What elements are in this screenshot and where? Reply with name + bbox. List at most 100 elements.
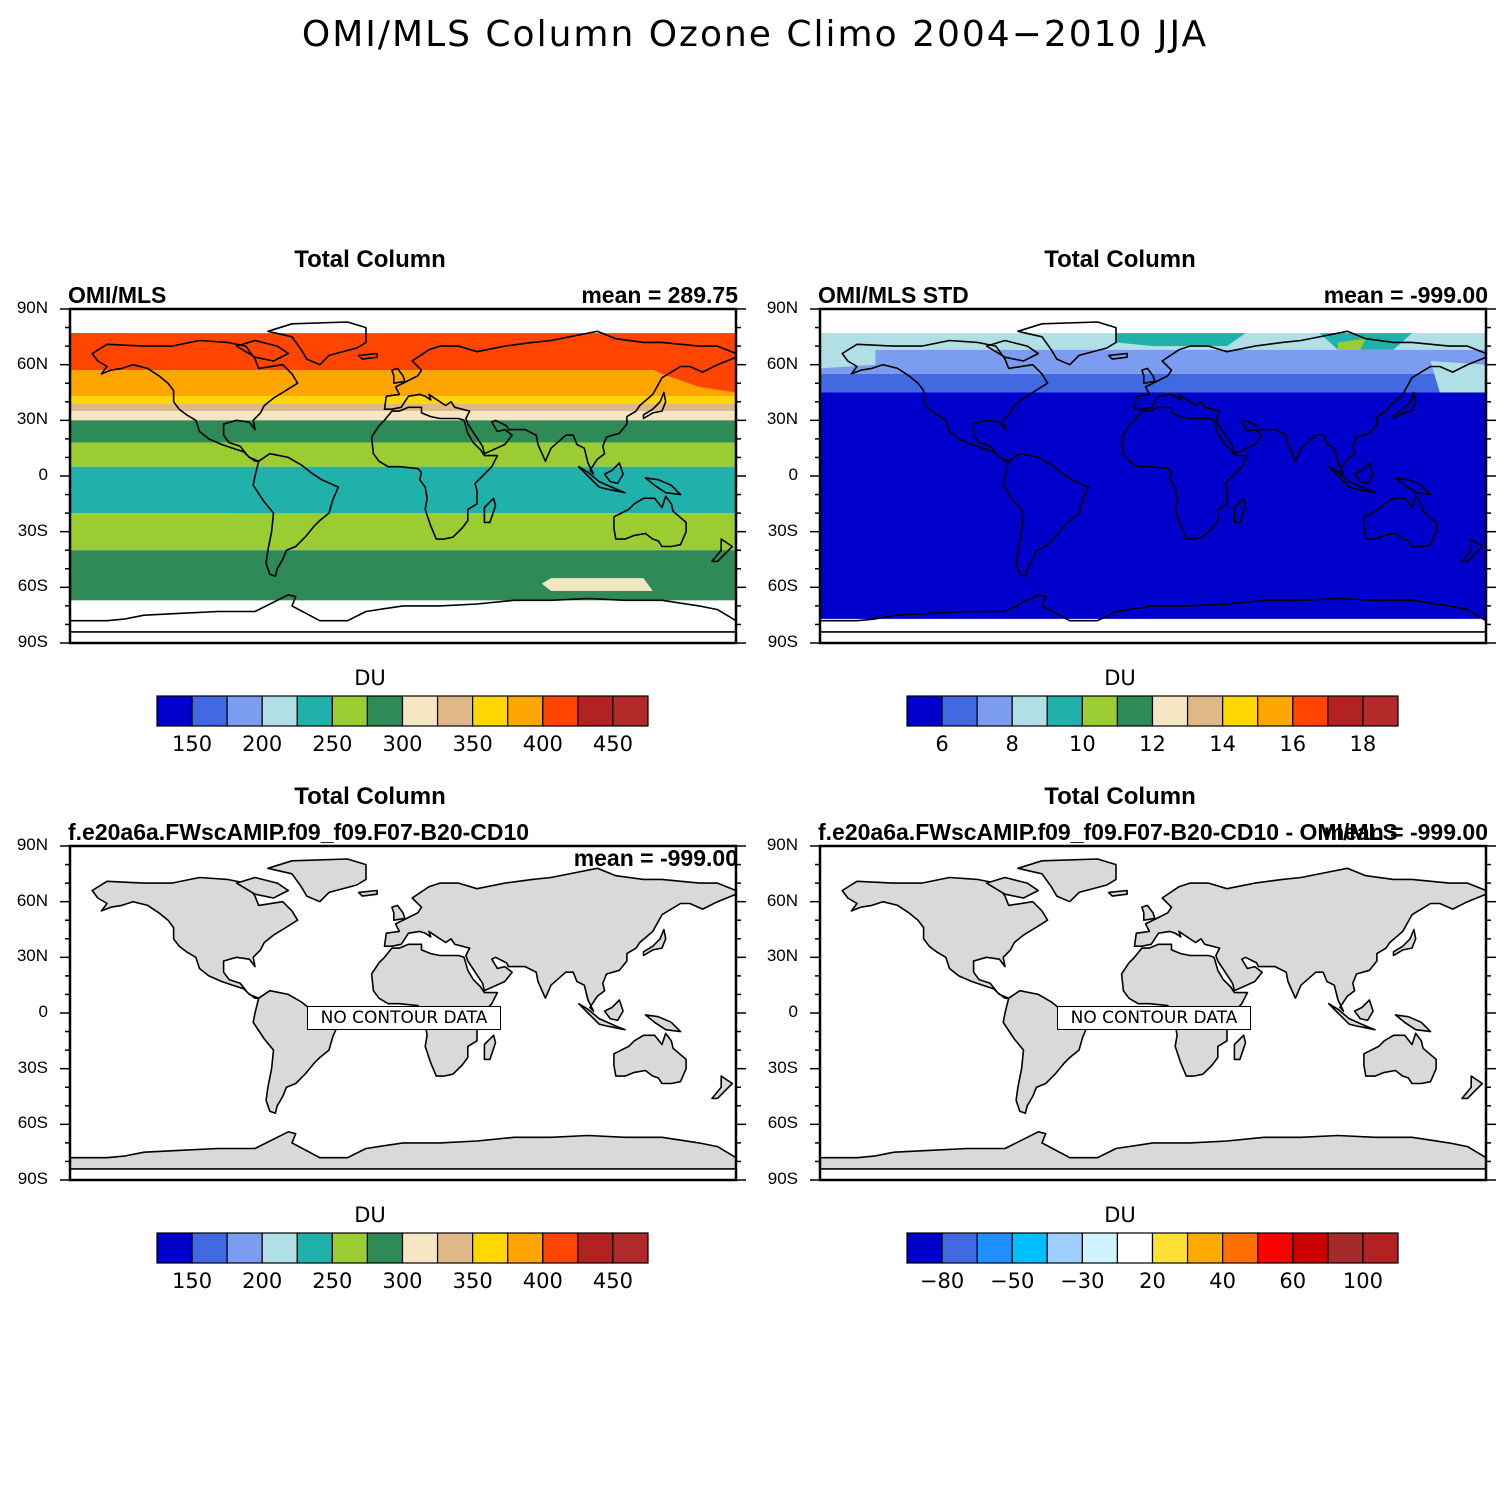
- colorbar-box: [1046, 1232, 1083, 1264]
- left-string: f.e20a6a.FWscAMIP.f09_f09.F07-B20-CD10: [68, 819, 530, 845]
- colorbar-tick-label: 150: [172, 732, 213, 756]
- colorbar-box: [577, 1232, 614, 1264]
- colorbar-box: [1186, 1232, 1224, 1264]
- colorbar-units: DU: [1104, 666, 1136, 690]
- colorbar-units: DU: [1104, 1203, 1136, 1227]
- lat-tick-label: 0: [38, 465, 48, 484]
- lat-tick-label: 60N: [766, 890, 798, 910]
- colorbar-tick-label: 40: [1209, 1269, 1237, 1293]
- lat-tick-label: 30S: [767, 1057, 798, 1077]
- colorbar-box: [331, 695, 369, 727]
- coastline-japan: [642, 391, 667, 420]
- coastline-eurasia: [383, 330, 737, 475]
- right-string-mean: mean = 289.75: [581, 282, 738, 308]
- colorbar-box: [261, 695, 298, 727]
- colorbar-box: [1327, 695, 1364, 727]
- colorbar-box: [401, 1232, 439, 1264]
- coastline-britain: [391, 367, 406, 384]
- no-contour-data-label: NO CONTOUR DATA: [1057, 1006, 1251, 1030]
- colorbar-box: [612, 1232, 649, 1264]
- colorbar-box: [1011, 1232, 1048, 1264]
- lat-tick-label: 60S: [17, 1113, 48, 1133]
- coastline-australia: [1363, 1032, 1437, 1085]
- contour-band: [70, 550, 736, 601]
- coastline-borneo: [1353, 462, 1374, 485]
- contour-band: [70, 420, 736, 443]
- coastline-nz: [1461, 538, 1484, 563]
- panel-title: Total Column: [1044, 246, 1196, 273]
- lat-tick-label: 90N: [766, 835, 798, 854]
- coastline-borneo: [603, 462, 624, 485]
- coastline-madagascar: [483, 497, 497, 524]
- colorbar-box: [366, 695, 404, 727]
- lat-tick-label: 30N: [16, 946, 48, 966]
- left-string: f.e20a6a.FWscAMIP.f09_f09.F07-B20-CD10 -…: [818, 819, 1398, 845]
- coastline-iceland: [1107, 352, 1128, 360]
- colorbar-tick-label: 12: [1139, 732, 1166, 756]
- lat-tick-label: 90S: [767, 1169, 798, 1188]
- colorbar-box: [906, 1232, 943, 1264]
- contour-region: [541, 578, 653, 591]
- map-plot: [810, 844, 1496, 1182]
- coastline-borneo: [603, 999, 624, 1022]
- left-string: OMI/MLS STD: [818, 282, 969, 308]
- colorbar-box: [542, 695, 579, 727]
- contour-region: [70, 333, 126, 347]
- colorbar-box: [226, 695, 263, 727]
- coastline-newguinea: [1394, 1014, 1432, 1033]
- coastline-newguinea: [1394, 477, 1432, 496]
- coastline-northAmerica: [91, 339, 299, 462]
- left-string: OMI/MLS: [68, 282, 167, 308]
- right-string-mean: mean = -999.00: [1323, 282, 1488, 308]
- coastline-indonesia: [577, 1002, 626, 1031]
- coastline-africa: [1120, 406, 1249, 540]
- colorbar-tick-label: −80: [919, 1269, 965, 1293]
- colorbar-box: [976, 695, 1013, 727]
- coastline-iceland: [1107, 889, 1128, 897]
- colorbar-box: [906, 695, 943, 727]
- lat-tick-label: 0: [788, 1002, 798, 1021]
- colorbar-tick-label: 20: [1139, 1269, 1166, 1293]
- colorbar-tick-label: 6: [935, 732, 949, 756]
- coastline-iceland: [357, 352, 378, 360]
- coastline-japan: [1392, 391, 1417, 420]
- panel-omi-mls: Total Column OMI/MLS mean = 289.75 90N 60N 30…: [0, 246, 746, 786]
- colorbar-box: [1081, 695, 1119, 727]
- colorbar-tick-label: 400: [522, 732, 563, 756]
- colorbar-tick-label: 400: [522, 1269, 563, 1293]
- lat-tick-label: 60N: [16, 353, 48, 373]
- colorbar-box: [366, 1232, 404, 1264]
- coastline-madagascar: [1233, 1034, 1247, 1061]
- colorbar-tick-label: 14: [1209, 732, 1237, 756]
- contour-band: [70, 442, 736, 467]
- colorbar-tick-label: 350: [452, 1269, 493, 1293]
- colorbar-tick-label: −30: [1060, 1269, 1105, 1293]
- lat-tick-label: 90S: [767, 632, 798, 651]
- coastline-britain: [391, 904, 406, 921]
- lat-tick-label: 30N: [766, 946, 798, 966]
- colorbar-tick-label: 60: [1279, 1269, 1307, 1293]
- contour-band: [70, 411, 736, 421]
- lat-tick-label: 30S: [17, 1057, 48, 1077]
- panel-model: Total Column f.e20a6a.FWscAMIP.f09_f09.F0…: [0, 783, 746, 1323]
- lat-tick-label: 60S: [17, 576, 48, 596]
- contour-band: [820, 392, 1486, 619]
- no-contour-data-label: NO CONTOUR DATA: [307, 1006, 501, 1030]
- coastline-antarctica: [69, 1131, 737, 1170]
- coastline-borneo: [1353, 999, 1374, 1022]
- colorbar-tick-label: 10: [1068, 732, 1096, 756]
- coastline-madagascar: [483, 1034, 497, 1061]
- coastline-britain: [1141, 904, 1156, 921]
- colorbar-box: [1327, 1232, 1364, 1264]
- colorbar-tick-label: 200: [242, 732, 283, 756]
- contour-band: [70, 466, 736, 514]
- colorbar-tick-label: 300: [382, 732, 423, 756]
- contour-band: [820, 349, 1486, 374]
- colorbar-box: [976, 1232, 1013, 1264]
- colorbar-box: [941, 1232, 978, 1264]
- coastline-baffin: [235, 339, 290, 362]
- colorbar-box: [472, 1232, 509, 1264]
- colorbar-box: [156, 1232, 193, 1264]
- lat-tick-label: 90N: [16, 835, 48, 854]
- colorbar-box: [436, 1232, 474, 1264]
